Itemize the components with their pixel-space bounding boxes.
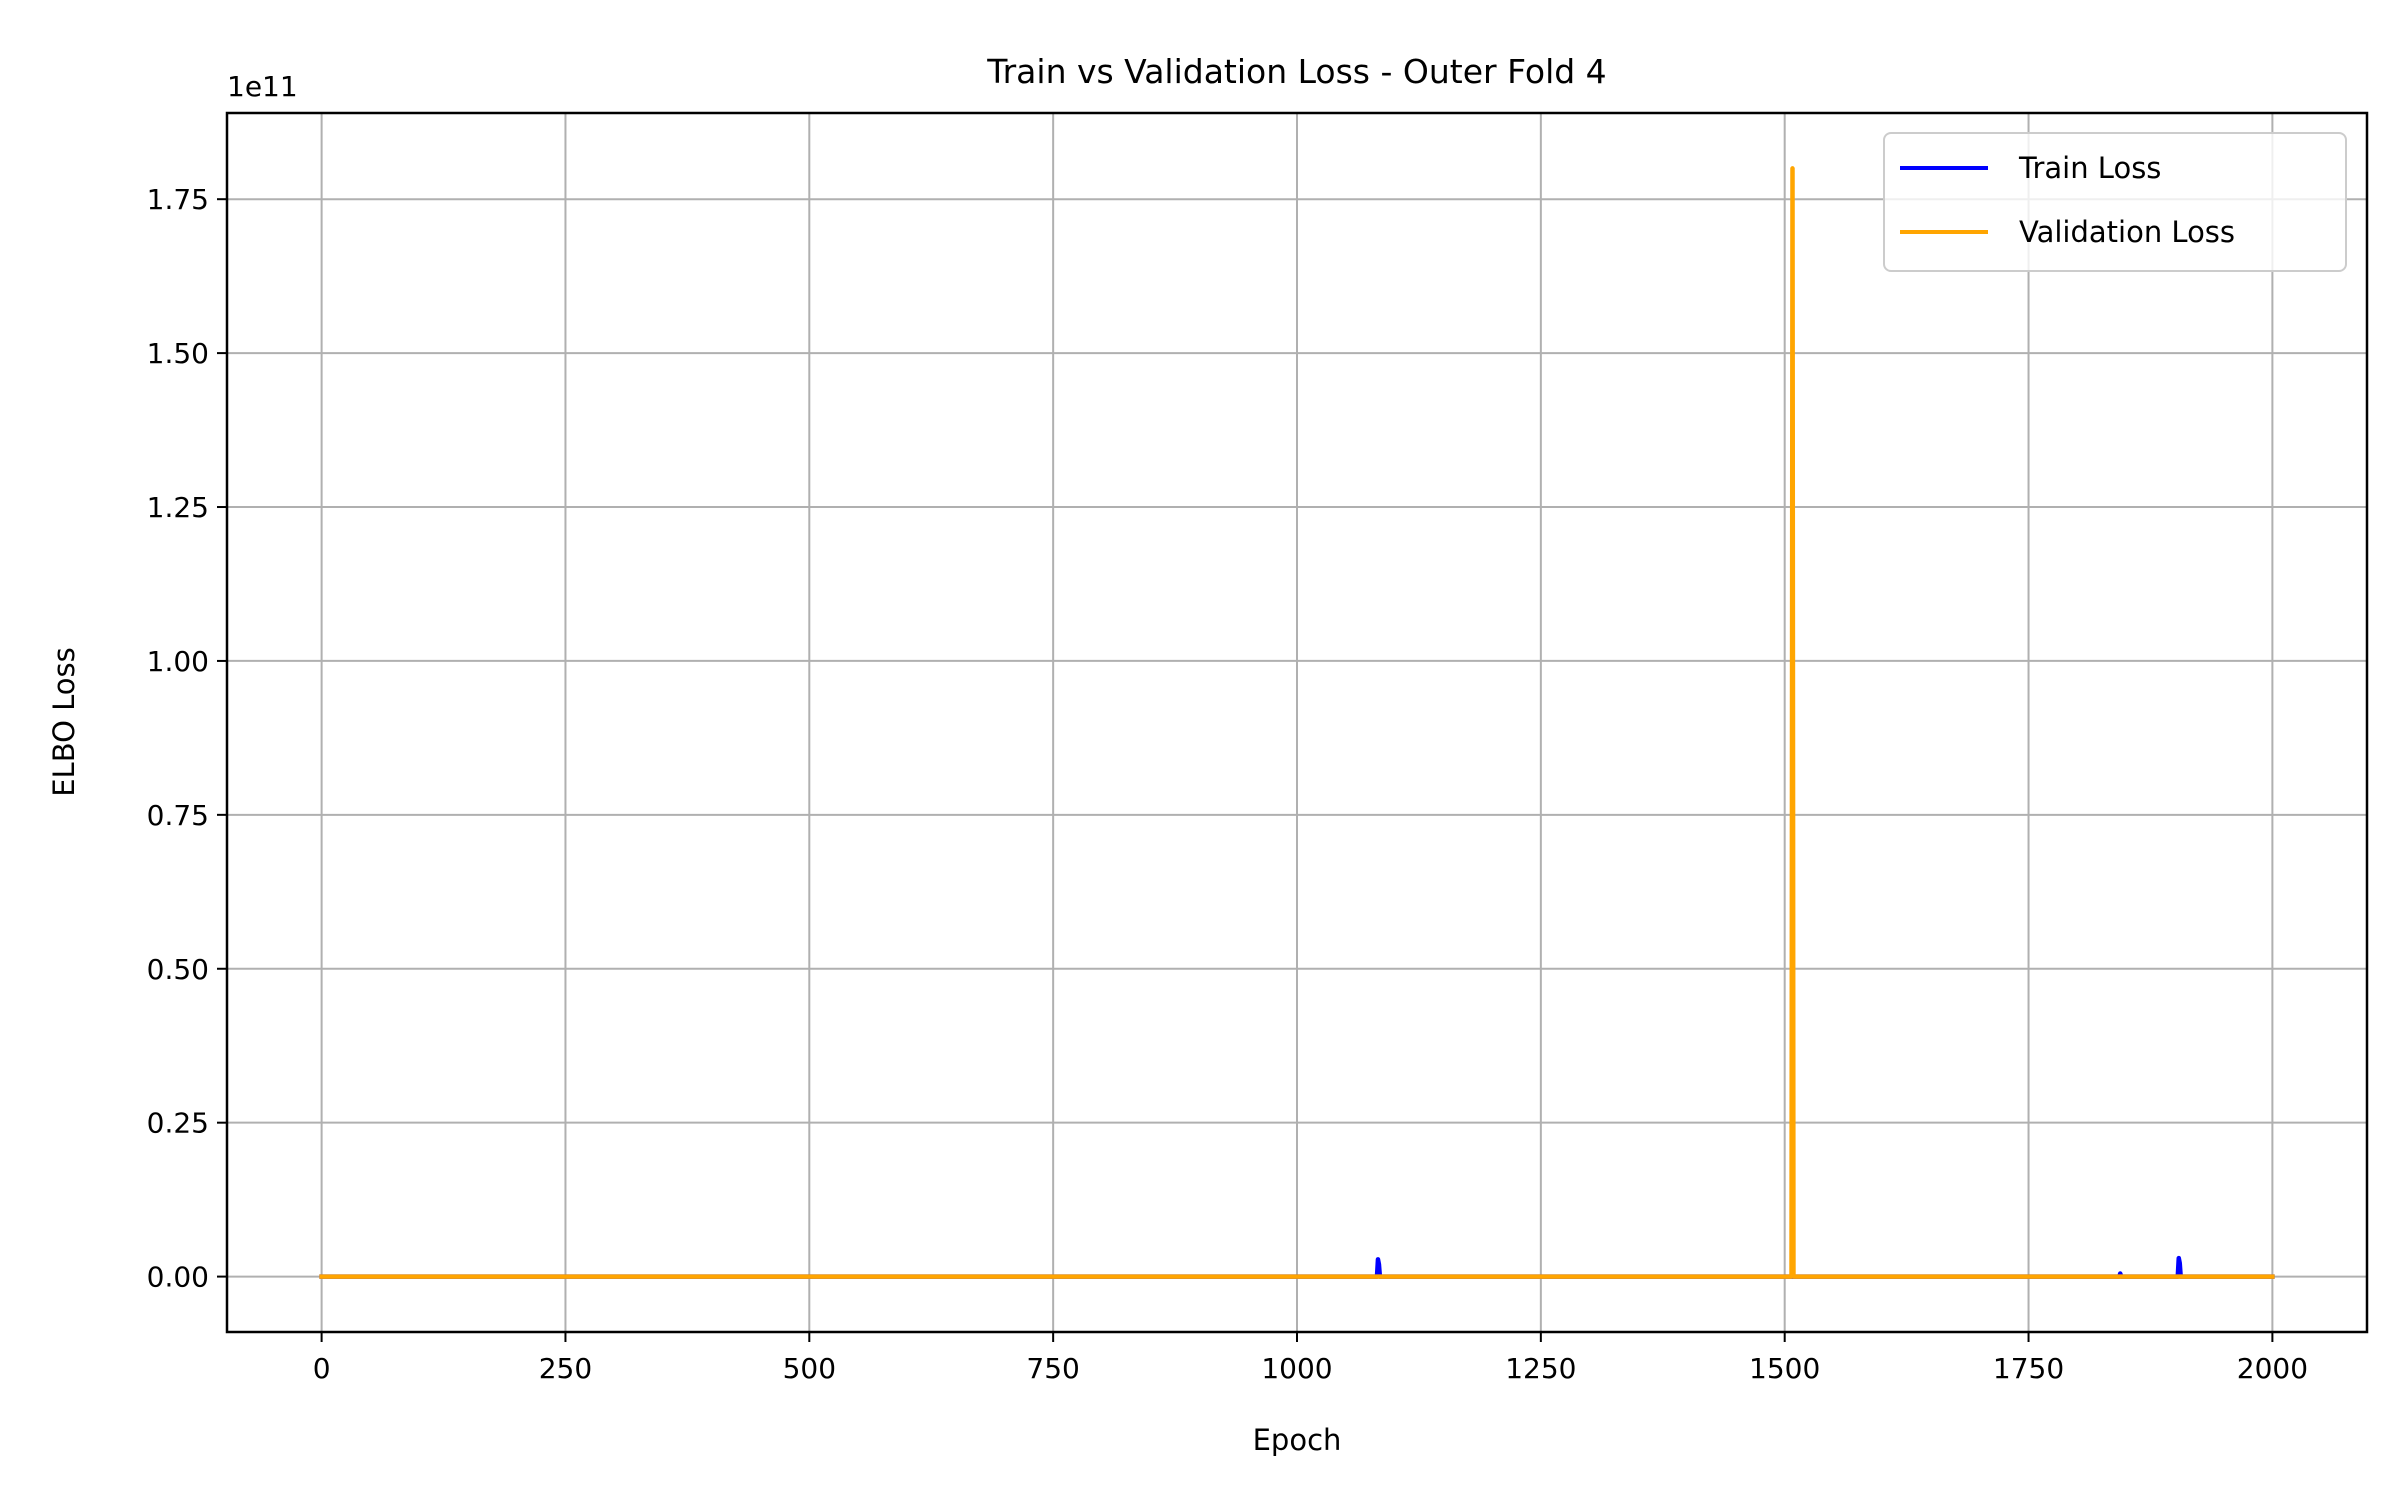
y-tick-label: 1.75 [147,183,209,216]
x-tick-label: 750 [1026,1352,1079,1385]
y-tick-label: 0.75 [147,799,209,832]
x-tick-label: 2000 [2237,1352,2308,1385]
x-tick-label: 500 [783,1352,836,1385]
y-tick-label: 1.50 [147,337,209,370]
legend: Train Loss Validation Loss [1883,132,2347,272]
y-offset-label: 1e11 [227,70,298,103]
y-axis-label: ELBO Loss [47,647,81,797]
y-tick-label: 1.00 [147,645,209,678]
x-tick-label: 250 [539,1352,592,1385]
y-tick-label: 0.00 [147,1261,209,1294]
x-axis-label: Epoch [1253,1423,1342,1457]
x-tick-label: 0 [313,1352,331,1385]
axis-ticks: 0 250 500 750 1000 1250 1500 1750 2000 0.00 0.25 0.… [147,183,2308,1385]
validation-loss-line [319,166,2275,1279]
x-tick-label: 1000 [1261,1352,1332,1385]
series-layer [319,166,2275,1279]
x-tick-label: 1250 [1505,1352,1576,1385]
x-tick-label: 1750 [1993,1352,2064,1385]
train-loss-line [319,1255,2275,1279]
y-tick-label: 0.25 [147,1107,209,1140]
y-tick-label: 0.50 [147,953,209,986]
y-tick-label: 1.25 [147,491,209,524]
legend-label-train: Train Loss [2018,151,2161,185]
legend-frame [1883,132,2347,272]
chart-title: Train vs Validation Loss - Outer Fold 4 [986,52,1606,91]
x-tick-label: 1500 [1749,1352,1820,1385]
legend-label-validation: Validation Loss [2019,215,2235,249]
